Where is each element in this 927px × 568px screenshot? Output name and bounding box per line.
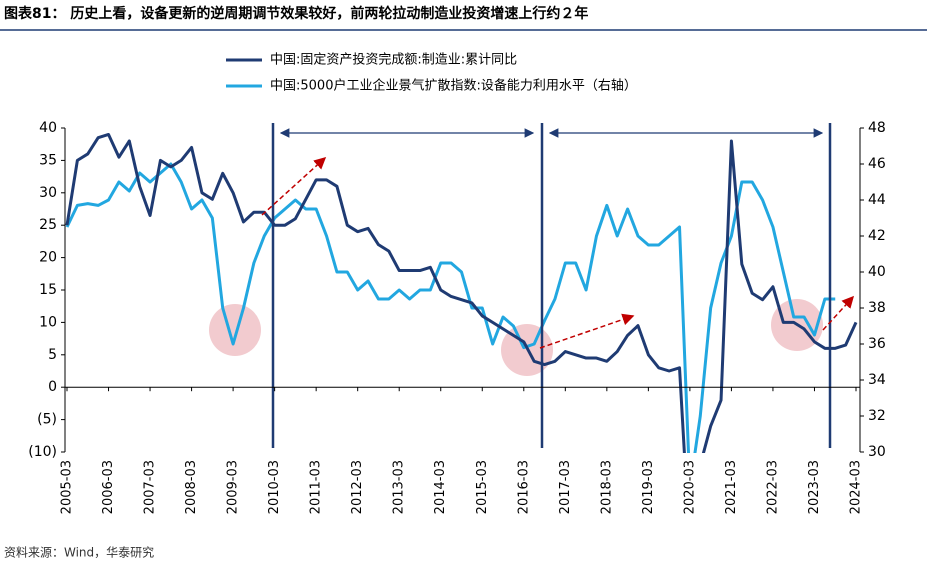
y2-tick-label: 44 bbox=[868, 192, 886, 208]
x-tick-label: 2012-03 bbox=[350, 460, 365, 514]
x-tick-label: 2023-03 bbox=[807, 460, 822, 514]
y2-tick-label: 40 bbox=[868, 264, 886, 280]
y-tick-label: 0 bbox=[48, 379, 57, 395]
y-tick-label: 5 bbox=[48, 347, 57, 363]
y-tick-label: 15 bbox=[39, 282, 57, 298]
x-tick-label: 2024-03 bbox=[849, 460, 864, 514]
y2-tick-label: 32 bbox=[868, 408, 886, 424]
y2-tick-label: 36 bbox=[868, 336, 886, 352]
x-tick-label: 2022-03 bbox=[765, 460, 780, 514]
x-tick-label: 2017-03 bbox=[558, 460, 573, 514]
y-tick-label: 35 bbox=[39, 152, 57, 168]
source: 资料来源：Wind，华泰研究 bbox=[4, 545, 154, 560]
y2-tick-label: 48 bbox=[868, 120, 886, 136]
legend-label: 中国:5000户工业企业景气扩散指数:设备能力利用水平（右轴） bbox=[270, 78, 637, 94]
x-tick-label: 2019-03 bbox=[641, 460, 656, 514]
x-tick-label: 2013-03 bbox=[392, 460, 407, 514]
x-tick-label: 2006-03 bbox=[101, 460, 116, 514]
x-tick-label: 2016-03 bbox=[516, 460, 531, 514]
y2-tick-label: 30 bbox=[868, 444, 886, 460]
x-tick-label: 2018-03 bbox=[599, 460, 614, 514]
y-tick-label: (5) bbox=[37, 412, 57, 428]
chart-title: 图表81： 历史上看，设备更新的逆周期调节效果较好，前两轮拉动制造业投资增速上行… bbox=[4, 5, 588, 22]
y-tick-label: (10) bbox=[28, 444, 57, 460]
y-tick-label: 10 bbox=[39, 314, 57, 330]
y-tick-label: 25 bbox=[39, 217, 57, 233]
x-tick-label: 2014-03 bbox=[433, 460, 448, 514]
y-tick-label: 20 bbox=[39, 250, 57, 266]
y2-tick-label: 38 bbox=[868, 300, 886, 316]
series-line bbox=[65, 132, 858, 453]
x-tick-label: 2011-03 bbox=[309, 460, 324, 514]
x-tick-label: 2021-03 bbox=[724, 460, 739, 514]
legend-label: 中国:固定资产投资完成额:制造业:累计同比 bbox=[270, 52, 517, 68]
x-tick-label: 2015-03 bbox=[475, 460, 490, 514]
x-tick-label: 2005-03 bbox=[60, 460, 75, 514]
series-line bbox=[65, 162, 836, 453]
x-tick-label: 2010-03 bbox=[267, 460, 282, 514]
x-tick-label: 2008-03 bbox=[184, 460, 199, 514]
x-tick-label: 2020-03 bbox=[682, 460, 697, 514]
y-tick-label: 40 bbox=[39, 120, 57, 136]
annotations bbox=[261, 123, 855, 448]
x-tick-label: 2007-03 bbox=[143, 460, 158, 514]
y2-tick-label: 42 bbox=[868, 228, 886, 244]
y2-tick-label: 46 bbox=[868, 156, 886, 172]
x-tick-label: 2009-03 bbox=[226, 460, 241, 514]
y2-tick-label: 34 bbox=[868, 372, 886, 388]
y-tick-label: 30 bbox=[39, 185, 57, 201]
